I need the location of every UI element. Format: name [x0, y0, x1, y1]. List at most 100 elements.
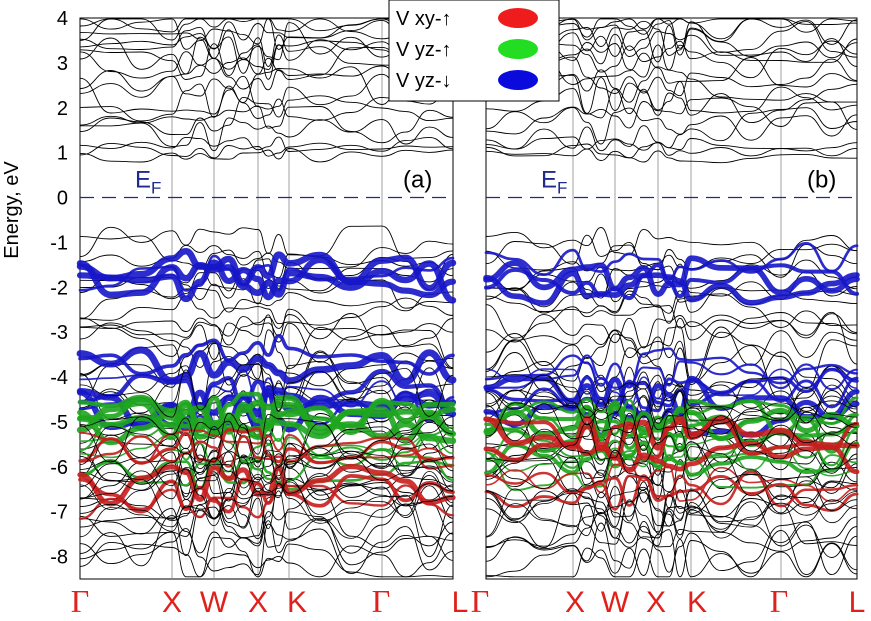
- band-line: [485, 411, 858, 462]
- kpoint-label: X: [162, 586, 182, 619]
- kpoint-label: X: [646, 586, 666, 619]
- panel-label: (a): [403, 167, 432, 194]
- band-line: [79, 82, 454, 122]
- fat-band-segment: [79, 429, 454, 465]
- band-line: [79, 288, 454, 320]
- y-tick-label: 4: [57, 8, 68, 30]
- fat-band-segment: [484, 417, 859, 461]
- band-line: [485, 398, 858, 452]
- band-line: [79, 142, 454, 159]
- kpoint-label: L: [452, 586, 469, 619]
- band-lines: [485, 18, 858, 578]
- kpoint-label: K: [287, 586, 307, 619]
- band-line: [79, 511, 454, 567]
- fermi-label: EF: [541, 167, 567, 198]
- kpoint-label: X: [565, 586, 585, 619]
- fat-bands: [483, 242, 860, 547]
- band-line: [485, 476, 858, 528]
- kpoint-label: Γ: [372, 583, 391, 619]
- band-line: [485, 52, 858, 88]
- y-tick-label: 3: [57, 53, 68, 75]
- band-line: [485, 97, 858, 135]
- band-line: [485, 480, 858, 534]
- fat-band-segment: [484, 242, 859, 282]
- band-line: [485, 37, 858, 73]
- band-line: [485, 491, 858, 547]
- fat-band-segment: [484, 396, 859, 436]
- y-tick-label: -1: [50, 232, 68, 254]
- kpoint-label: W: [200, 586, 229, 619]
- band-line: [79, 490, 454, 541]
- band-line: [485, 31, 858, 70]
- band-line: [485, 66, 858, 103]
- y-tick-label: 2: [57, 98, 68, 120]
- band-line: [79, 148, 454, 163]
- band-line: [485, 24, 858, 63]
- kpoint-label: K: [687, 586, 707, 619]
- band-line: [485, 428, 858, 480]
- band-line: [485, 74, 858, 114]
- band-line: [79, 450, 454, 495]
- kpoint-label: Γ: [770, 583, 789, 619]
- band-line: [79, 490, 454, 548]
- band-line: [485, 83, 858, 124]
- fat-band-segment: [77, 391, 456, 436]
- legend: V xy-↑ V yz-↑ V yz-↓: [388, 0, 560, 102]
- band-line: [485, 512, 858, 562]
- kpoint-label: L: [849, 586, 866, 619]
- band-line: [79, 313, 454, 349]
- kpoint-label: W: [601, 586, 630, 619]
- kpoint-label: Γ: [471, 583, 490, 619]
- band-line: [79, 66, 454, 105]
- fat-band-segment: [76, 346, 457, 385]
- band-line: [485, 374, 858, 422]
- band-line: [485, 538, 858, 578]
- band-line: [79, 543, 454, 578]
- fat-band-segment: [484, 262, 859, 301]
- band-line: [79, 482, 454, 538]
- fat-band-segment: [483, 270, 860, 306]
- band-line: [79, 342, 454, 399]
- band-line: [79, 31, 454, 70]
- band-line: [79, 531, 454, 578]
- band-line: [485, 387, 858, 435]
- fat-band-segment: [78, 484, 455, 520]
- band-line: [485, 40, 858, 79]
- band-line: [485, 331, 858, 389]
- legend-entry: V xy-↑: [396, 8, 452, 30]
- fermi-label: EF: [135, 167, 161, 198]
- y-axis-label: Energy, eV: [1, 161, 23, 259]
- band-line: [485, 501, 858, 558]
- y-tick-label: -6: [50, 457, 68, 479]
- band-line: [485, 489, 858, 539]
- fat-band-segment: [484, 474, 859, 512]
- band-line: [485, 56, 858, 97]
- band-line: [79, 34, 454, 75]
- fat-band-segment: [78, 254, 455, 292]
- band-line: [485, 18, 858, 45]
- panel-label: (b): [807, 167, 836, 194]
- band-line: [485, 473, 858, 527]
- band-line: [79, 105, 454, 144]
- kpoint-label: Γ: [71, 583, 90, 619]
- y-tick-label: -4: [50, 367, 68, 389]
- band-line: [485, 441, 858, 500]
- band-line: [79, 456, 454, 500]
- band-line: [485, 388, 858, 439]
- band-line: [79, 115, 454, 152]
- band-line: [485, 304, 858, 339]
- band-line: [485, 18, 858, 51]
- band-line: [79, 40, 454, 80]
- band-line: [79, 314, 454, 370]
- y-axis: 4 3 2 1 0 -1 -2 -3 -4 -5 -6 -7 -8 Energy, eV: [1, 8, 68, 569]
- legend-entry: V yz-↓: [396, 70, 452, 92]
- kpoint-label: X: [248, 586, 268, 619]
- band-line: [485, 423, 858, 476]
- band-line: [79, 19, 454, 50]
- y-tick-label: 1: [57, 143, 68, 165]
- band-line: [485, 107, 858, 145]
- panel-b: EF (b)Γ X W X K Γ L: [471, 17, 866, 619]
- y-tick-label: -7: [50, 502, 68, 524]
- fat-band-segment: [483, 255, 860, 297]
